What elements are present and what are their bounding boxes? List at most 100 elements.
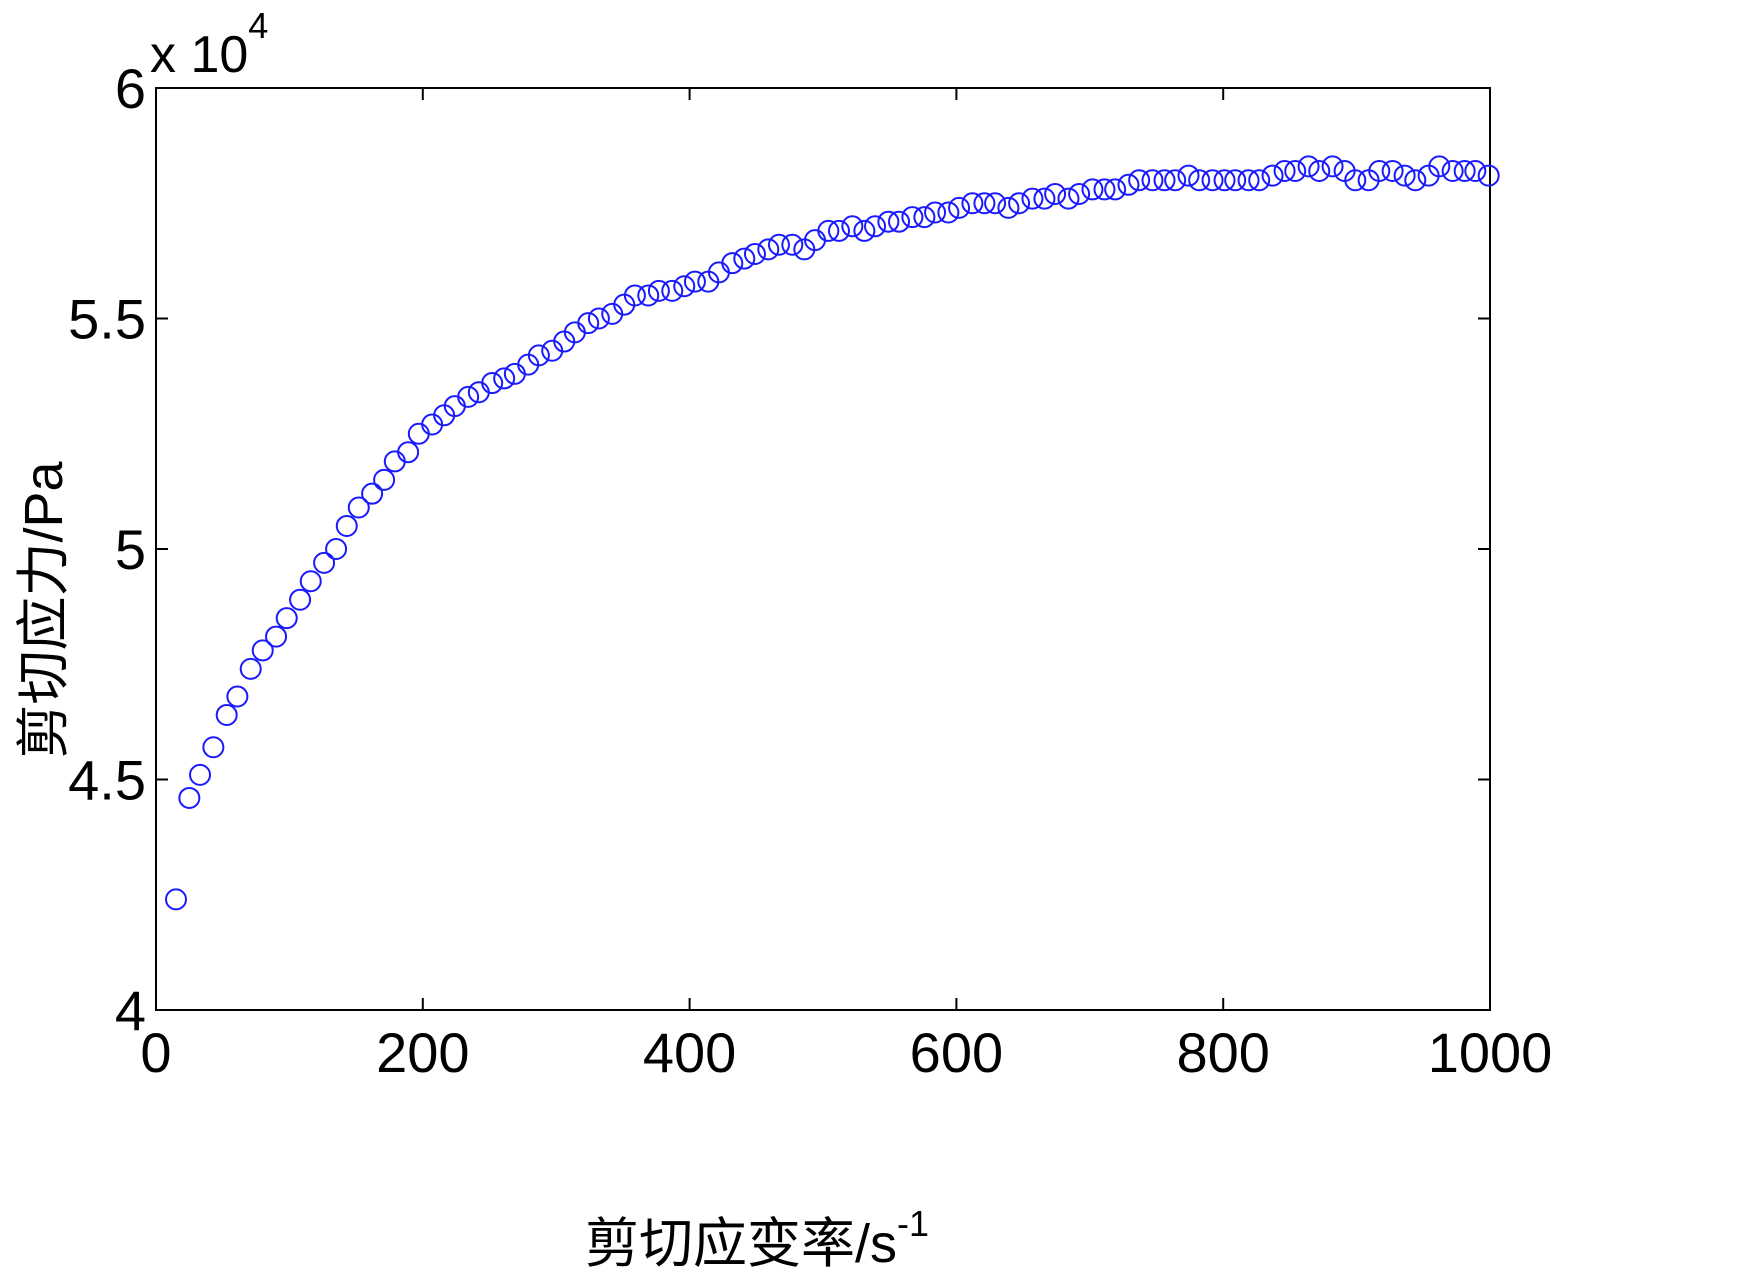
y-tick-label: 5.5 [68,288,146,351]
data-point [215,703,238,726]
data-point [1093,178,1116,201]
x-axis-title-superscript: -1 [897,1203,929,1244]
data-point [1081,178,1104,201]
data-point [239,657,262,680]
data-point [733,247,756,270]
data-point [493,367,516,390]
data-point [1153,169,1176,192]
data-point [1068,183,1091,206]
data-point [924,201,947,224]
x-tick-label: 0 [140,1021,171,1084]
x-tick-label: 600 [910,1021,1003,1084]
x-tick-label: 1000 [1428,1021,1553,1084]
data-point [1453,159,1476,182]
data-point [226,685,249,708]
y-axis-title: 剪切应力/Pa [14,461,74,759]
data-point [1321,155,1344,178]
data-markers [165,155,1500,911]
data-point [275,607,298,630]
data-point [397,441,420,464]
data-point [1177,164,1200,187]
data-point [937,201,960,224]
data-point [265,625,288,648]
y-tick-label: 6 [115,57,146,120]
plot-frame [155,87,1491,1011]
data-point [1057,187,1080,210]
data-point [347,496,370,519]
x-tick-label: 800 [1176,1021,1269,1084]
data-point [757,238,780,261]
data-point [178,786,201,809]
data-point [743,242,766,265]
y-tick-label: 5 [115,518,146,581]
y-axis-multiplier: x 104 [150,5,268,84]
data-point [877,210,900,233]
data-point [721,252,744,275]
y-tick-labels: 4 4.5 5 5.5 6 [68,57,146,1042]
data-point [623,284,646,307]
data-point [1044,183,1067,206]
data-point [901,206,924,229]
y-tick-label: 4 [115,979,146,1042]
data-point [457,385,480,408]
data-point [1441,159,1464,182]
data-point [1368,159,1391,182]
data-point [251,639,274,662]
data-point [299,570,322,593]
data-point [1033,187,1056,210]
data-point [673,275,696,298]
data-point [1128,169,1151,192]
data-point [361,482,384,505]
data-point [637,284,660,307]
data-point [1213,169,1236,192]
y-tick-label: 4.5 [68,749,146,812]
data-point [948,196,971,219]
data-point [1188,169,1211,192]
data-point [1308,159,1331,182]
data-point [1381,159,1404,182]
x-axis-title: 剪切应变率/s-1 [585,1203,929,1274]
data-point [997,196,1020,219]
data-point [828,219,851,242]
data-point [661,279,684,302]
x-tick-label: 400 [643,1021,736,1084]
data-point [1008,192,1031,215]
data-point [577,312,600,335]
data-point [1117,173,1140,196]
data-point [587,307,610,330]
data-point [913,206,936,229]
data-point [373,468,396,491]
data-point [313,551,336,574]
data-point [1428,155,1451,178]
data-point [781,233,804,256]
data-point [1201,169,1224,192]
data-point [1404,169,1427,192]
data-point [853,219,876,242]
data-point [841,215,864,238]
data-point [1104,178,1127,201]
data-point [817,219,840,242]
y-axis-multiplier-exponent: 4 [248,5,268,46]
data-point [888,210,911,233]
data-point [961,192,984,215]
data-point [202,736,225,759]
data-point [335,514,358,537]
data-point [1224,169,1247,192]
data-point [1284,159,1307,182]
x-tick-label: 200 [376,1021,469,1084]
data-point [683,270,706,293]
data-point [767,233,790,256]
data-point [165,888,188,911]
x-tick-labels: 0 200 400 600 800 1000 [140,1021,1552,1084]
data-point [864,215,887,238]
data-point [647,279,670,302]
axis-ticks [155,87,1491,1011]
data-point [289,588,312,611]
data-point [325,538,348,560]
data-point [527,344,550,367]
data-point [1273,159,1296,182]
data-point [1464,159,1487,182]
data-point [1297,155,1320,178]
data-point [189,763,212,786]
